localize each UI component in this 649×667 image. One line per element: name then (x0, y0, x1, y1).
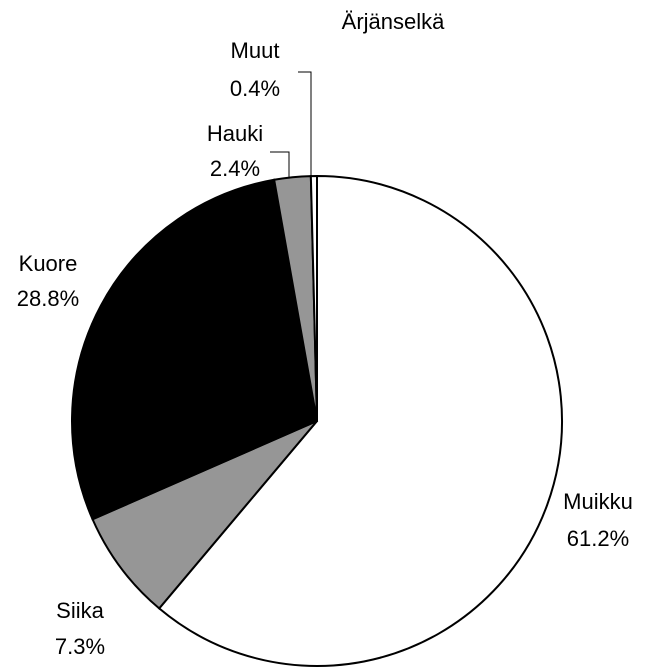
leader-line (298, 71, 312, 175)
slice-value-label: 2.4% (210, 156, 260, 181)
slice-label: Kuore (19, 251, 78, 276)
slice-value-label: 61.2% (567, 526, 629, 551)
slice-label: Muut (231, 38, 280, 63)
chart-title: Ärjänselkä (342, 9, 445, 34)
pie-slice (71, 178, 319, 521)
slice-value-label: 0.4% (230, 76, 280, 101)
pie-slice (157, 174, 563, 667)
slice-value-label: 28.8% (17, 286, 79, 311)
pie-slice (309, 174, 318, 422)
slice-label: Muikku (563, 489, 633, 514)
slice-value-label: 7.3% (55, 634, 105, 659)
pie-slice (91, 420, 318, 610)
slice-label: Siika (56, 598, 104, 623)
slice-label: Hauki (207, 121, 263, 146)
leader-line (270, 151, 290, 180)
